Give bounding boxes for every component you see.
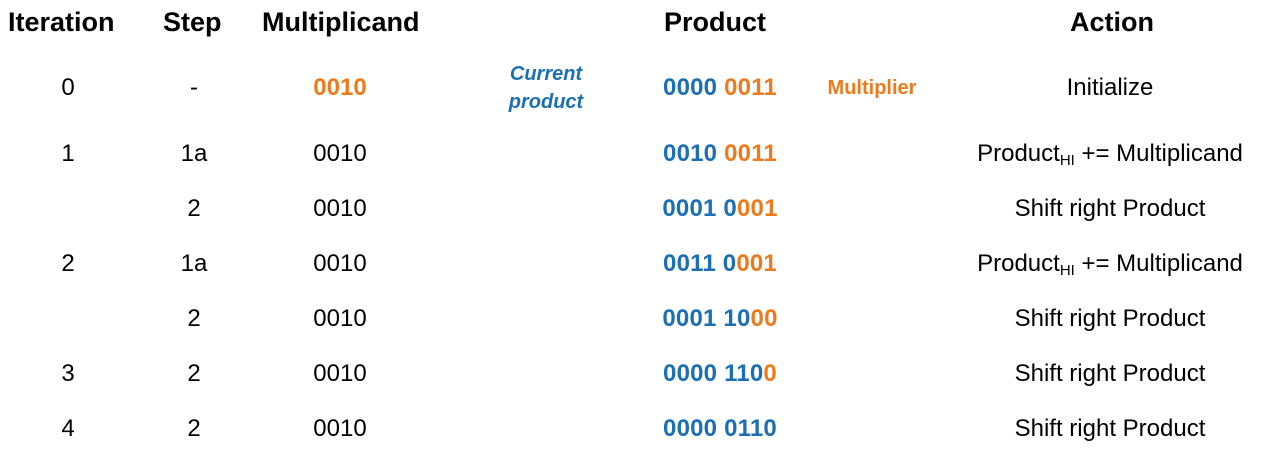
iteration-cell: 1 [61,140,75,167]
action-rest: += Multiplicand [1074,140,1243,167]
multiplicand-cell: 0010 [313,140,367,167]
step-cell: 2 [187,305,201,332]
multiplicand-cell: 0010 [313,250,367,277]
iteration-cell: 0 [61,74,75,101]
product-cell: 0000 0011 [640,72,800,104]
multiplicand-cell: 0010 [313,360,367,387]
iteration-cell [28,193,108,225]
product-cell: 0010 0011 [640,138,800,170]
step-cell: - [190,74,198,101]
action-cell: Shift right Product [940,193,1280,225]
multiplicand-cell: 0010 [313,195,367,222]
action-cell: ProductHI += Multiplicand [940,138,1280,170]
step-cell: 2 [187,195,201,222]
step-cell: 2 [187,415,201,442]
product-multiplier-bits: 001 [736,250,777,277]
product-cell: 0000 1100 [640,358,800,390]
action-cell: Shift right Product [940,303,1280,335]
step-cell: 1a [180,140,208,167]
product-multiplier-bits: 001 [736,195,778,222]
iteration-cell [28,303,108,335]
action-text: Shift right Product [1014,360,1206,387]
action-cell: ProductHI += Multiplicand [940,248,1280,280]
product-high-bits: 0011 0 [663,250,737,277]
product-multiplier-bits: 0 [763,360,777,387]
product-cell: 0001 0001 [640,193,800,225]
product-high-bits: 0001 10 [662,305,751,332]
header-iteration: Iteration [8,7,115,37]
product-multiplier-bits: 0011 [724,140,777,167]
step-cell: 2 [187,360,201,387]
action-subscript: HI [1059,262,1075,279]
current-product-annotation: Current product [488,60,604,116]
product-high-bits: 0010 [663,140,725,167]
action-rest: += Multiplicand [1074,250,1243,277]
action-text: Product [977,140,1060,167]
action-text: Shift right Product [1014,305,1206,332]
step-cell: 1a [180,250,208,277]
action-cell: Shift right Product [940,358,1280,390]
action-subscript: HI [1059,152,1075,169]
product-cell: 0001 1000 [640,303,800,335]
action-text: Initialize [1066,74,1154,101]
action-cell: Shift right Product [940,413,1280,445]
header-product: Product [664,7,767,37]
current-product-line1: Current [509,63,583,85]
product-multiplier-bits: 00 [750,305,778,332]
action-cell: Initialize [940,72,1280,104]
iteration-cell: 2 [61,250,75,277]
iteration-cell: 3 [61,360,75,387]
action-text: Shift right Product [1014,415,1206,442]
product-high-bits: 0000 110 [663,360,764,387]
header-multiplicand: Multiplicand [262,7,420,37]
header-action: Action [1070,7,1154,37]
product-high-bits: 0000 0110 [663,415,777,442]
product-high-bits: 0001 0 [662,195,737,222]
multiplicand-cell: 0010 [313,74,367,101]
product-multiplier-bits: 0011 [724,74,777,101]
action-text: Shift right Product [1014,195,1206,222]
current-product-line2: product [508,91,584,113]
product-cell: 0011 0001 [640,248,800,280]
multiplicand-cell: 0010 [313,415,367,442]
product-cell: 0000 0110 [640,413,800,445]
multiplier-annotation: Multiplier [827,77,917,99]
header-step: Step [163,7,222,37]
product-high-bits: 0000 [663,74,725,101]
multiplicand-cell: 0010 [313,305,367,332]
action-text: Product [977,250,1060,277]
iteration-cell: 4 [61,415,75,442]
